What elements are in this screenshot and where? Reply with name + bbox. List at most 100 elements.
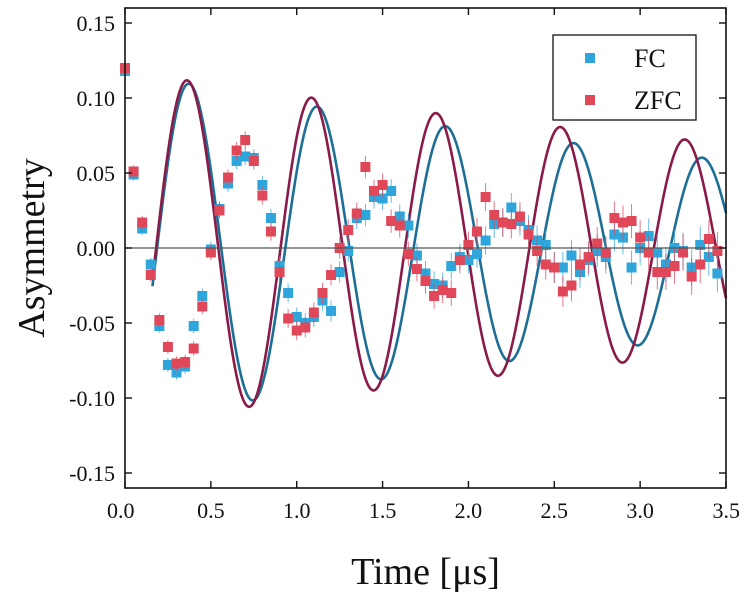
data-point-zfc [300, 317, 311, 338]
data-point-zfc [180, 354, 191, 370]
data-point-fc [343, 240, 354, 262]
data-point-zfc [626, 203, 637, 239]
data-point-zfc [557, 275, 568, 308]
data-point-zfc [514, 201, 525, 232]
x-tick-label: 0.5 [197, 498, 225, 523]
data-point-zfc [137, 216, 148, 229]
data-point-fc [480, 226, 491, 255]
y-tick-label: -0.05 [69, 311, 115, 336]
data-point-zfc [583, 240, 594, 274]
data-point-zfc [703, 220, 714, 258]
data-point-zfc [188, 341, 199, 356]
data-point-zfc [205, 244, 216, 261]
data-point-zfc [308, 302, 319, 323]
data-point-zfc [326, 264, 337, 286]
data-point-zfc [575, 248, 586, 281]
data-point-zfc [652, 254, 663, 290]
data-point-zfc [635, 220, 646, 255]
x-tick-label: 3.5 [713, 498, 741, 523]
data-point-zfc [171, 356, 182, 371]
data-point-fc [240, 147, 251, 166]
legend-box [552, 34, 697, 121]
data-point-zfc [386, 209, 397, 233]
x-tick-label: 1.5 [369, 498, 397, 523]
x-tick-label: 2.5 [541, 498, 569, 523]
data-point-zfc [600, 236, 611, 269]
data-point-fc [162, 358, 173, 372]
data-point-zfc [643, 235, 654, 270]
data-point-zfc [609, 201, 620, 235]
data-point-zfc [377, 173, 388, 197]
data-point-zfc [403, 241, 414, 267]
data-point-zfc [669, 248, 680, 284]
data-point-zfc [454, 246, 465, 274]
data-point-zfc [695, 245, 706, 284]
y-tick-label: 0.15 [77, 11, 116, 36]
data-point-zfc [446, 279, 457, 307]
axis-ticks: 0.0 0.5 1.0 1.5 2.0 2.5 3.0 3.5 0.15 0.10 0.05 0.00… [69, 8, 740, 523]
data-point-zfc [617, 205, 628, 240]
data-point-fc [566, 239, 577, 272]
data-point-zfc [540, 249, 551, 280]
data-point-zfc [317, 282, 328, 304]
data-point-zfc [549, 252, 560, 283]
data-point-zfc [678, 234, 689, 271]
x-tick-label: 2.0 [455, 498, 483, 523]
data-point-zfc [497, 208, 508, 237]
data-point-fc [326, 300, 337, 322]
data-point-zfc [506, 209, 517, 239]
data-point-zfc [411, 256, 422, 282]
data-point-zfc [420, 268, 431, 294]
y-tick-label: -0.10 [69, 386, 115, 411]
data-point-zfc [489, 200, 500, 230]
legend-marker-fc [585, 53, 595, 63]
data-point-zfc [660, 254, 671, 290]
data-point-zfc [351, 202, 362, 225]
data-point-zfc [523, 219, 534, 250]
data-point-zfc [592, 227, 603, 260]
data-point-fc [446, 252, 457, 280]
data-point-zfc [566, 269, 577, 302]
x-tick-label: 3.0 [626, 498, 654, 523]
data-point-zfc [223, 169, 234, 186]
data-point-fc [403, 213, 414, 238]
data-point-zfc [257, 186, 268, 205]
data-point-zfc [472, 217, 483, 246]
data-point-zfc [291, 320, 302, 341]
data-point-zfc [231, 142, 242, 159]
data-point-zfc [368, 179, 379, 203]
y-axis-title: Asymmetry [11, 158, 53, 337]
legend-label-zfc: ZFC [634, 86, 682, 115]
data-point-zfc [712, 232, 723, 270]
data-point-zfc [214, 202, 225, 219]
data-point-fc [360, 203, 371, 227]
data-point-zfc [248, 152, 259, 170]
data-point-zfc [145, 268, 156, 282]
data-point-zfc [394, 213, 405, 238]
data-point-fc [626, 250, 637, 285]
y-tick-label: 0.00 [77, 236, 116, 261]
data-point-fc [334, 261, 345, 283]
data-point-zfc [463, 231, 474, 259]
data-point-fc [188, 318, 199, 334]
legend-label-fc: FC [634, 44, 666, 73]
data-point-zfc [240, 131, 251, 149]
data-point-zfc [437, 277, 448, 303]
data-point-fc [386, 179, 397, 203]
data-point-fc [283, 283, 294, 303]
fit-curve-fc [151, 82, 728, 402]
data-point-zfc [686, 258, 697, 295]
data-point-zfc [265, 222, 276, 241]
data-point-zfc [162, 340, 173, 354]
y-tick-label: 0.10 [77, 86, 116, 111]
x-tick-label: 1.0 [283, 498, 311, 523]
y-tick-label: 0.05 [77, 161, 116, 186]
data-point-zfc [154, 313, 165, 327]
x-tick-label: 0.0 [107, 498, 135, 523]
data-point-zfc [283, 308, 294, 329]
data-point-zfc [128, 165, 139, 178]
legend: FC ZFC [552, 34, 697, 121]
x-axis-title: Time [μs] [351, 551, 500, 593]
data-point-zfc [343, 219, 354, 241]
